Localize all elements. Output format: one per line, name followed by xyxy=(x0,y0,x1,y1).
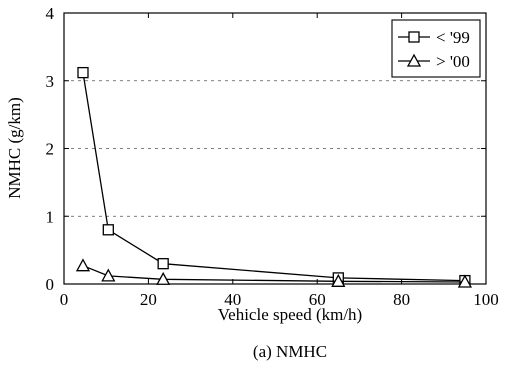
legend-entry: < '99 xyxy=(398,28,470,47)
grid-lines xyxy=(64,80,486,217)
chart-labels: Vehicle speed (km/h) NMHC (g/km) (a) NMH… xyxy=(5,97,362,361)
x-tick-label: 80 xyxy=(393,290,410,309)
y-tick-label: 4 xyxy=(46,4,55,23)
data-point xyxy=(331,273,346,287)
x-tick-label: 100 xyxy=(473,290,499,309)
x-axis-title: Vehicle speed (km/h) xyxy=(218,305,362,324)
legend-entry: > '00 xyxy=(398,52,470,71)
series-triangle xyxy=(75,258,472,288)
y-tick-label: 0 xyxy=(46,275,55,294)
legend-marker xyxy=(408,31,420,43)
data-point xyxy=(75,258,91,272)
data-point xyxy=(101,268,116,282)
y-tick-label: 3 xyxy=(46,72,55,91)
legend-label: > '00 xyxy=(436,52,470,71)
series-line xyxy=(82,72,465,282)
x-tick-label: 0 xyxy=(60,290,69,309)
series-square xyxy=(77,66,471,287)
data-point xyxy=(77,66,89,79)
data-point xyxy=(102,224,114,236)
axes: 0 20 40 60 80 100 0 1 2 3 4 xyxy=(46,4,499,309)
legend: < '99 > '00 xyxy=(391,19,481,78)
y-tick-label: 2 xyxy=(46,140,55,159)
legend-box xyxy=(391,19,481,78)
chart-caption: (a) NMHC xyxy=(253,342,327,361)
x-tick-label: 60 xyxy=(309,290,326,309)
legend-label: < '99 xyxy=(436,28,470,47)
data-point xyxy=(156,271,171,285)
plot-series xyxy=(75,66,472,288)
x-tick-label: 20 xyxy=(140,290,157,309)
legend-marker xyxy=(406,53,422,67)
data-point xyxy=(457,274,472,288)
y-axis-title: NMHC (g/km) xyxy=(5,97,24,199)
x-tick-label: 40 xyxy=(224,290,241,309)
data-point xyxy=(157,258,169,270)
y-tick-label: 1 xyxy=(46,207,55,226)
